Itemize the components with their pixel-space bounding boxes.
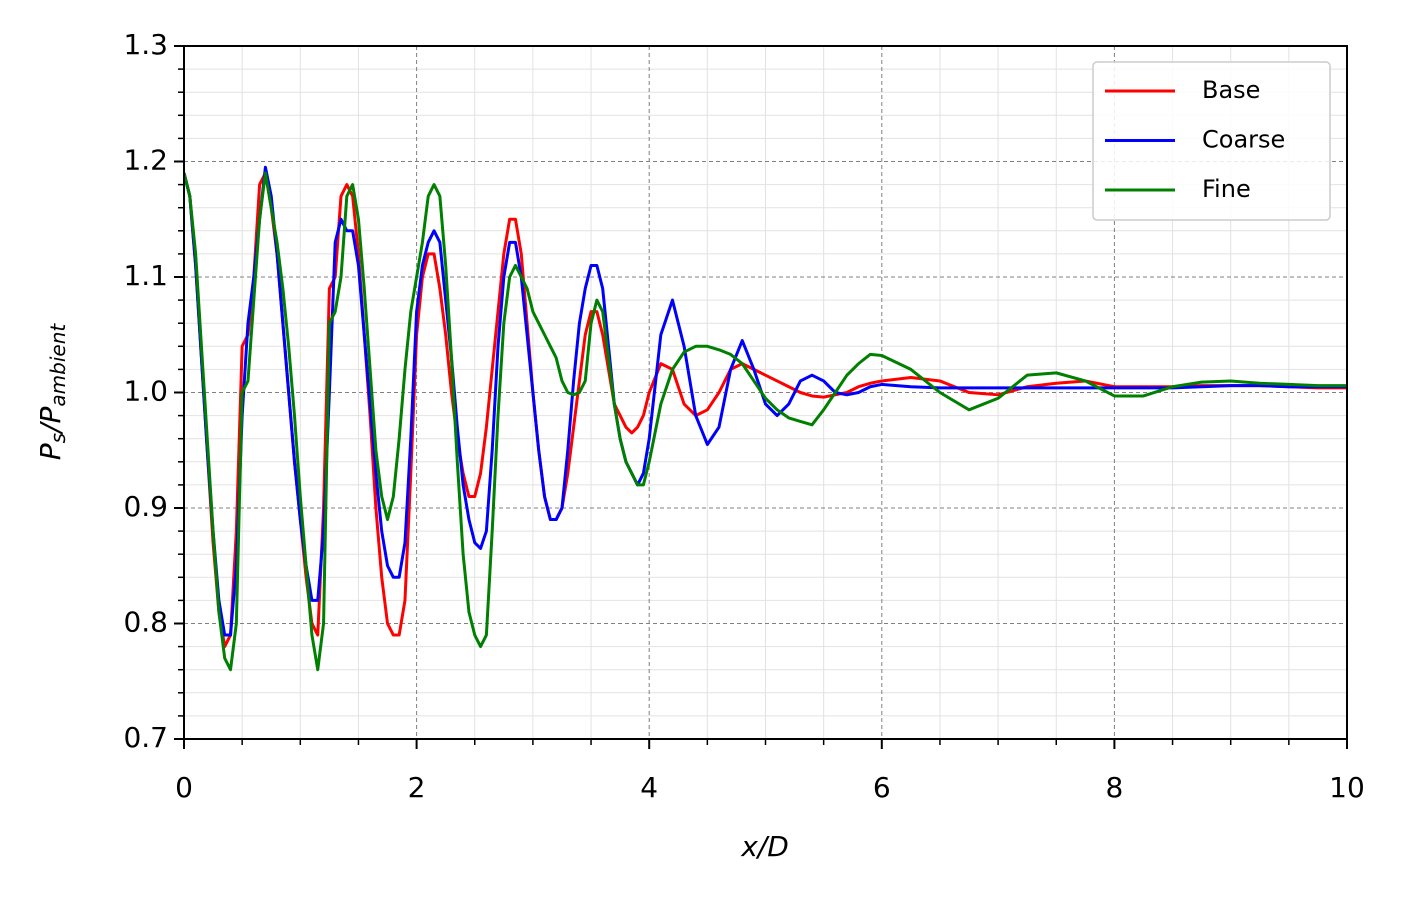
x-tick-label: 2 bbox=[408, 771, 426, 804]
x-tick-label: 4 bbox=[640, 771, 658, 804]
x-tick-label: 6 bbox=[873, 771, 891, 804]
y-tick-label: 1.2 bbox=[123, 144, 168, 177]
x-tick-label: 10 bbox=[1329, 771, 1365, 804]
legend-box bbox=[1092, 61, 1331, 221]
x-tick-label: 8 bbox=[1105, 771, 1123, 804]
y-label-part: ambient bbox=[46, 323, 70, 407]
series-line bbox=[184, 171, 1347, 672]
plot-frame bbox=[183, 45, 1348, 740]
y-label-part: s bbox=[46, 433, 70, 443]
y-tick-label: 0.9 bbox=[123, 490, 168, 523]
x-tick-label: 0 bbox=[175, 771, 193, 804]
y-tick-label: 0.7 bbox=[123, 721, 168, 754]
y-label-part: P bbox=[34, 443, 67, 460]
y-tick-label: 0.8 bbox=[123, 606, 168, 639]
legend-label: Fine bbox=[1202, 175, 1251, 203]
y-tick-label: 1.0 bbox=[123, 375, 168, 408]
y-tick-label: 1.3 bbox=[123, 28, 168, 61]
legend-label: Coarse bbox=[1202, 126, 1285, 154]
legend-label: Base bbox=[1202, 76, 1260, 104]
x-axis-label: x/D bbox=[740, 830, 789, 863]
y-axis-label: Ps/Pambient bbox=[34, 323, 70, 461]
y-label-part: /P bbox=[34, 406, 67, 435]
y-tick-label: 1.1 bbox=[123, 259, 168, 292]
